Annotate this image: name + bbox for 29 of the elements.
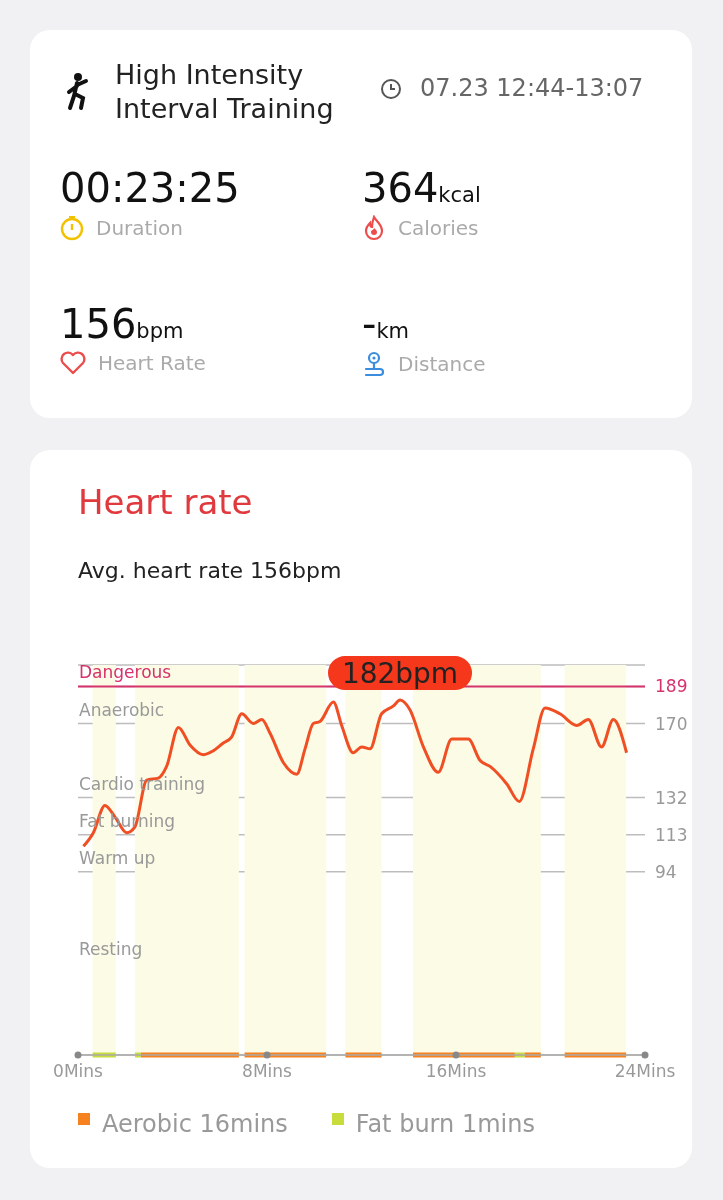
annotation: Dangerous bbox=[79, 662, 172, 683]
y-tick-label: 113 bbox=[655, 824, 688, 845]
x-tick-label: 24Mins bbox=[614, 1061, 676, 1081]
text: 07.23 12:44-13:07 bbox=[420, 74, 644, 102]
text: Heart Rate bbox=[98, 351, 206, 375]
chart-subtitle: Avg. heart rate 156bpm bbox=[78, 558, 342, 583]
text: 364kcal bbox=[362, 165, 481, 211]
x-tick-label: 8Mins bbox=[242, 1061, 293, 1081]
y-tick-label: 189 bbox=[655, 676, 688, 697]
y-tick-label: 170 bbox=[655, 713, 688, 734]
line-series bbox=[81, 698, 629, 848]
chart-title: Heart rate bbox=[78, 482, 253, 522]
y-tick-label: 132 bbox=[655, 787, 688, 808]
text: 156bpm bbox=[60, 301, 184, 347]
annotation: Anaerobic bbox=[79, 699, 165, 720]
annotation: 182bpm bbox=[341, 657, 459, 691]
y-tick-label: 94 bbox=[655, 861, 677, 882]
x-tick-label: 0Mins bbox=[53, 1061, 104, 1081]
annotation: Resting bbox=[79, 939, 143, 960]
legend-label: Aerobic 16mins bbox=[102, 1110, 288, 1138]
text: 00:23:25 bbox=[60, 165, 240, 211]
annotation: Warm up bbox=[79, 847, 156, 868]
text: High Intensity Interval Training bbox=[115, 58, 335, 126]
text: Calories bbox=[398, 216, 479, 240]
x-tick-label: 16Mins bbox=[425, 1061, 487, 1081]
text: Distance bbox=[398, 352, 486, 376]
text: Duration bbox=[96, 216, 183, 240]
legend-label: Fat burn 1mins bbox=[355, 1110, 535, 1138]
text: -km bbox=[362, 301, 410, 347]
